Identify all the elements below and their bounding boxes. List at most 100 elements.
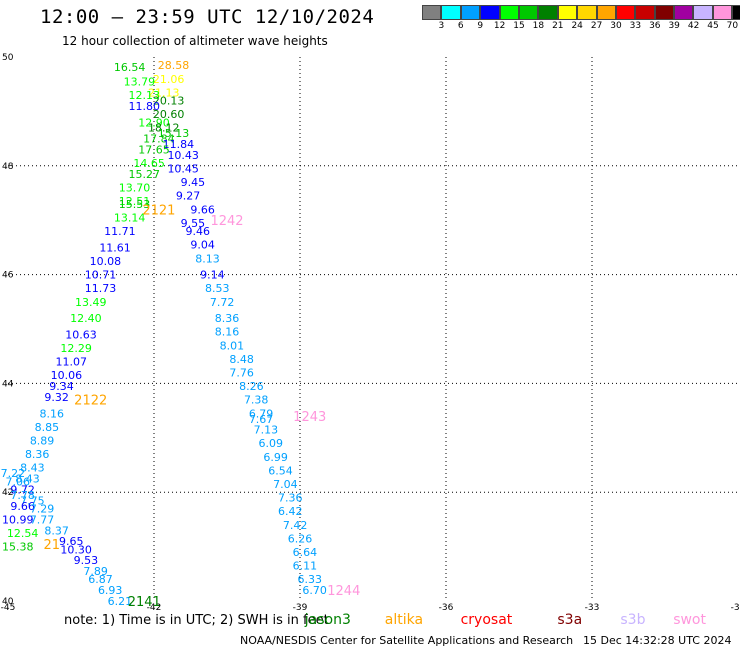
wave-height-point: 10.99: [2, 513, 34, 526]
wave-height-point: 7.04: [273, 478, 298, 491]
color-scale-swatch: [712, 5, 733, 20]
wave-height-point: 7.13: [254, 424, 279, 437]
wave-height-point: 13.79: [124, 75, 156, 88]
wave-height-point: 9.46: [186, 225, 211, 238]
x-tick-label: -42: [147, 603, 162, 613]
color-scale-label: 9: [477, 21, 484, 31]
wave-height-point: 8.16: [40, 407, 65, 420]
track-label: 21: [44, 538, 61, 553]
wave-height-point: 10.08: [90, 255, 122, 268]
wave-height-point: 6.26: [288, 532, 313, 545]
wave-height-point: 17.65: [138, 143, 170, 156]
wave-height-point: 13.70: [119, 182, 151, 195]
wave-height-point: 8.43: [15, 473, 40, 486]
color-scale-swatch: [577, 5, 597, 20]
wave-height-point: 9.72: [10, 483, 35, 496]
wave-height-point: 7.29: [30, 503, 55, 516]
wave-height-point: 6.70: [302, 584, 327, 597]
wave-height-point: 6.99: [263, 451, 288, 464]
wave-height-point: 9.66: [10, 500, 35, 513]
wave-height-point: 8.53: [205, 282, 230, 295]
wave-height-point: 9.14: [200, 269, 225, 282]
wave-height-point: 9.66: [190, 203, 215, 216]
track-label: 2122: [74, 394, 107, 409]
wave-height-point: 12.29: [60, 342, 92, 355]
wave-height-point: 9.34: [49, 380, 74, 393]
wave-height-point: 8.26: [239, 380, 264, 393]
wave-height-point: 10.06: [51, 369, 83, 382]
wave-height-point: 9.55: [181, 217, 206, 230]
wave-height-point: 11.84: [163, 138, 195, 151]
wave-height-point: 20.60: [153, 108, 185, 121]
satellite-legend-altika: altika: [384, 612, 424, 628]
color-scale-swatch: [538, 5, 558, 20]
track-labels: 2121 1242 2122 1243 2141 1244 21: [44, 203, 361, 610]
footer-credit: NOAA/NESDIS Center for Satellite Applica…: [240, 634, 574, 647]
track-label: 2141: [128, 595, 161, 610]
satellite-legend-s3a: s3a: [557, 612, 583, 628]
color-scale-swatch: [422, 5, 442, 20]
wave-height-point: 13.14: [114, 211, 146, 224]
wave-height-point: 16.54: [114, 61, 146, 74]
x-tick-label: -45: [1, 603, 16, 613]
wave-height-point: 7.72: [210, 296, 235, 309]
wave-height-point: 8.43: [20, 462, 45, 475]
wave-height-point: 7.38: [244, 394, 269, 407]
color-scale-swatch: [615, 5, 636, 20]
wave-height-point: 9.04: [190, 239, 215, 252]
track-label: 2121: [142, 203, 175, 218]
wave-height-point: 10.63: [65, 328, 97, 341]
color-scale-swatch: [557, 5, 578, 20]
x-tick-label: -36: [439, 603, 454, 613]
wave-height-point: 6.09: [259, 437, 284, 450]
track-label: 1243: [293, 410, 326, 425]
color-scale-label: 45: [707, 21, 719, 31]
footer-timestamp: 15 Dec 14:32:28 UTC 2024: [583, 634, 732, 647]
wave-height-point: 11.80: [129, 100, 161, 113]
color-scale-swatch: [732, 5, 740, 20]
wave-height-point: 14.65: [133, 157, 165, 170]
wave-height-point: 9.27: [176, 190, 201, 203]
wave-height-point: 21.13: [148, 86, 180, 99]
color-scale-bar: [422, 5, 740, 20]
color-scale-swatch: [460, 5, 481, 20]
wave-height-point: 28.58: [158, 59, 190, 72]
wave-height-point: 9.65: [59, 535, 84, 548]
color-scale-swatch: [674, 5, 694, 20]
wave-height-point: 12.90: [138, 116, 170, 129]
wave-height-point: 8.37: [44, 524, 69, 537]
wave-height-point: 11.73: [85, 282, 117, 295]
wave-height-point: 15.53: [119, 198, 151, 211]
y-tick-label: 40: [2, 597, 14, 607]
chart-subtitle: 12 hour collection of altimeter wave hei…: [62, 34, 328, 48]
color-scale-label: 21: [552, 21, 564, 31]
wave-height-point: 15.38: [2, 541, 34, 554]
chart-title: 12:00 – 23:59 UTC 12/10/2024: [40, 6, 375, 28]
y-tick-label: 44: [2, 379, 14, 389]
wave-height-point: 7.77: [30, 513, 55, 526]
color-scale-label: 3: [438, 21, 445, 31]
wave-height-point: 6.87: [88, 573, 113, 586]
wave-height-point: 8.01: [220, 339, 245, 352]
color-scale-label: 36: [649, 21, 661, 31]
wave-height-point: 8.16: [215, 326, 240, 339]
wave-height-point: 9.32: [44, 391, 69, 404]
color-scale-swatch: [654, 5, 675, 20]
footer-note: note: 1) Time is in UTC; 2) SWH is in fe…: [64, 613, 329, 628]
wave-height-point: 7.06: [5, 475, 30, 488]
wave-height-point: 6.93: [98, 584, 123, 597]
wave-height-point: 11.71: [104, 225, 136, 238]
wave-height-point: 6.79: [249, 407, 274, 420]
wave-height-point: 11.07: [56, 356, 88, 369]
wave-height-point: 8.48: [229, 353, 254, 366]
wave-height-point: 12.54: [7, 527, 39, 540]
wave-height-point: 12.13: [129, 89, 161, 102]
satellite-legend-swot: swot: [673, 612, 706, 628]
color-scale-label: 24: [571, 21, 583, 31]
color-scale-swatch: [635, 5, 655, 20]
wave-height-point: 6.11: [293, 560, 318, 573]
wave-height-point: 7.22: [1, 467, 26, 480]
color-scale-label: 27: [590, 21, 603, 31]
wave-height-point: 13.49: [75, 296, 107, 309]
